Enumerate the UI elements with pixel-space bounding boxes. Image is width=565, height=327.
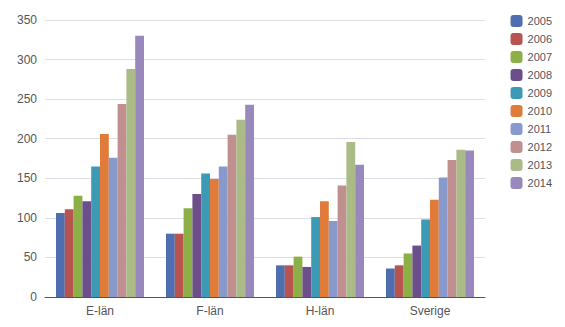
svg-text:2014: 2014 bbox=[528, 177, 552, 189]
svg-text:F-län: F-län bbox=[196, 304, 223, 318]
svg-text:350: 350 bbox=[17, 13, 37, 27]
svg-text:2005: 2005 bbox=[528, 15, 552, 27]
svg-text:2012: 2012 bbox=[528, 141, 552, 153]
svg-text:E-län: E-län bbox=[86, 304, 114, 318]
svg-text:2010: 2010 bbox=[528, 105, 552, 117]
svg-text:Sverige: Sverige bbox=[410, 304, 451, 318]
svg-text:250: 250 bbox=[17, 92, 37, 106]
svg-text:0: 0 bbox=[30, 290, 37, 304]
svg-text:2013: 2013 bbox=[528, 159, 552, 171]
svg-text:50: 50 bbox=[24, 250, 38, 264]
svg-text:300: 300 bbox=[17, 53, 37, 67]
svg-text:150: 150 bbox=[17, 171, 37, 185]
svg-text:100: 100 bbox=[17, 211, 37, 225]
svg-text:2007: 2007 bbox=[528, 51, 552, 63]
svg-text:200: 200 bbox=[17, 132, 37, 146]
svg-text:2006: 2006 bbox=[528, 33, 552, 45]
svg-text:2009: 2009 bbox=[528, 87, 552, 99]
svg-text:H-län: H-län bbox=[306, 304, 335, 318]
svg-text:2011: 2011 bbox=[528, 123, 552, 135]
svg-text:2008: 2008 bbox=[528, 69, 552, 81]
